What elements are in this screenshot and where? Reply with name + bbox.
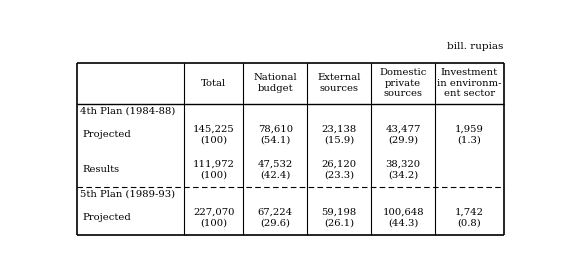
Text: 1,742
(0.8): 1,742 (0.8) (455, 208, 484, 228)
Text: bill. rupias: bill. rupias (447, 42, 503, 51)
Text: 26,120
(23.3): 26,120 (23.3) (321, 160, 357, 179)
Text: 67,224
(29.6): 67,224 (29.6) (257, 208, 293, 228)
Text: Projected: Projected (83, 213, 132, 222)
Text: 38,320
(34.2): 38,320 (34.2) (386, 160, 421, 179)
Text: 5th Plan (1989-93): 5th Plan (1989-93) (79, 189, 175, 198)
Text: 1,959
(1.3): 1,959 (1.3) (455, 125, 484, 145)
Text: 59,198
(26.1): 59,198 (26.1) (321, 208, 357, 228)
Text: 43,477
(29.9): 43,477 (29.9) (386, 125, 421, 145)
Text: 111,972
(100): 111,972 (100) (193, 160, 235, 179)
Text: 4th Plan (1984-88): 4th Plan (1984-88) (79, 106, 175, 115)
Text: External
sources: External sources (318, 73, 361, 93)
Text: Domestic
private
sources: Domestic private sources (379, 68, 427, 99)
Text: Investment
in environm-
ent sector: Investment in environm- ent sector (437, 68, 502, 99)
Text: 145,225
(100): 145,225 (100) (193, 125, 235, 145)
Text: Total: Total (201, 79, 226, 88)
Text: Results: Results (83, 165, 120, 174)
Text: National
budget: National budget (253, 73, 297, 93)
Text: 23,138
(15.9): 23,138 (15.9) (321, 125, 357, 145)
Text: 100,648
(44.3): 100,648 (44.3) (382, 208, 424, 228)
Text: 78,610
(54.1): 78,610 (54.1) (257, 125, 293, 145)
Text: 227,070
(100): 227,070 (100) (193, 208, 234, 228)
Text: 47,532
(42.4): 47,532 (42.4) (257, 160, 293, 179)
Text: Projected: Projected (83, 130, 132, 139)
